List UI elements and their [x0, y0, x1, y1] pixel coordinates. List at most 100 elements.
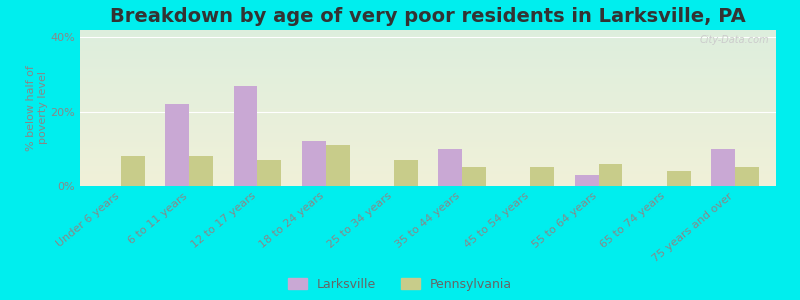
Bar: [80, 44, 776, 45]
Bar: [80, 147, 776, 148]
Bar: [80, 84, 776, 85]
Bar: [80, 46, 776, 47]
Bar: [80, 133, 776, 134]
Bar: [80, 126, 776, 127]
Bar: [80, 43, 776, 44]
Bar: [80, 167, 776, 168]
Bar: [80, 94, 776, 95]
Bar: [80, 96, 776, 97]
Bar: [80, 110, 776, 111]
Bar: [80, 101, 776, 102]
Bar: [80, 183, 776, 184]
Bar: [80, 134, 776, 135]
Bar: [80, 159, 776, 160]
Bar: [80, 128, 776, 129]
Bar: [80, 81, 776, 82]
Bar: [80, 48, 776, 49]
Bar: [80, 150, 776, 151]
Bar: [80, 177, 776, 178]
Bar: [80, 166, 776, 167]
Bar: [80, 54, 776, 55]
Bar: [80, 61, 776, 62]
Bar: [80, 129, 776, 130]
Bar: [80, 160, 776, 161]
Bar: [80, 132, 776, 133]
Bar: [80, 152, 776, 153]
Bar: [80, 71, 776, 72]
Bar: [80, 164, 776, 165]
Bar: [80, 88, 776, 89]
Bar: [80, 107, 776, 108]
Bar: [80, 69, 776, 70]
Bar: [80, 112, 776, 113]
Bar: [80, 79, 776, 80]
Text: City-Data.com: City-Data.com: [699, 35, 769, 45]
Bar: [80, 57, 776, 58]
Bar: [711, 149, 735, 186]
Bar: [462, 167, 486, 186]
Bar: [80, 105, 776, 106]
Bar: [80, 161, 776, 162]
Bar: [80, 80, 776, 81]
Bar: [80, 39, 776, 40]
Bar: [166, 104, 189, 186]
Bar: [80, 157, 776, 158]
Bar: [80, 85, 776, 86]
Bar: [80, 78, 776, 79]
Bar: [80, 60, 776, 61]
Bar: [80, 92, 776, 93]
Bar: [667, 171, 690, 186]
Bar: [258, 160, 282, 186]
Bar: [80, 62, 776, 63]
Legend: Larksville, Pennsylvania: Larksville, Pennsylvania: [288, 278, 512, 291]
Bar: [80, 117, 776, 118]
Bar: [80, 179, 776, 180]
Bar: [80, 38, 776, 39]
Bar: [80, 45, 776, 46]
Bar: [80, 184, 776, 185]
Y-axis label: % below half of
poverty level: % below half of poverty level: [26, 65, 48, 151]
Bar: [80, 142, 776, 143]
Bar: [80, 135, 776, 136]
Bar: [80, 103, 776, 104]
Bar: [80, 143, 776, 144]
Bar: [80, 89, 776, 90]
Bar: [80, 125, 776, 126]
Bar: [80, 180, 776, 181]
Bar: [80, 36, 776, 37]
Bar: [80, 168, 776, 169]
Bar: [80, 65, 776, 66]
Bar: [80, 182, 776, 183]
Bar: [80, 47, 776, 48]
Bar: [80, 120, 776, 121]
Bar: [80, 136, 776, 137]
Bar: [80, 173, 776, 174]
Bar: [438, 149, 462, 186]
Bar: [80, 55, 776, 56]
Bar: [80, 99, 776, 100]
Bar: [189, 156, 213, 186]
Bar: [80, 52, 776, 53]
Bar: [80, 35, 776, 36]
Bar: [80, 42, 776, 43]
Bar: [80, 32, 776, 33]
Bar: [80, 145, 776, 146]
Bar: [80, 95, 776, 96]
Bar: [121, 156, 145, 186]
Bar: [80, 122, 776, 123]
Bar: [80, 86, 776, 87]
Bar: [80, 34, 776, 35]
Bar: [80, 169, 776, 170]
Bar: [80, 141, 776, 142]
Bar: [80, 121, 776, 122]
Bar: [80, 124, 776, 125]
Bar: [80, 181, 776, 182]
Bar: [80, 171, 776, 172]
Bar: [80, 85, 776, 86]
Bar: [80, 72, 776, 73]
Bar: [80, 33, 776, 34]
Bar: [80, 123, 776, 124]
Bar: [80, 97, 776, 98]
Bar: [80, 153, 776, 154]
Bar: [80, 83, 776, 84]
